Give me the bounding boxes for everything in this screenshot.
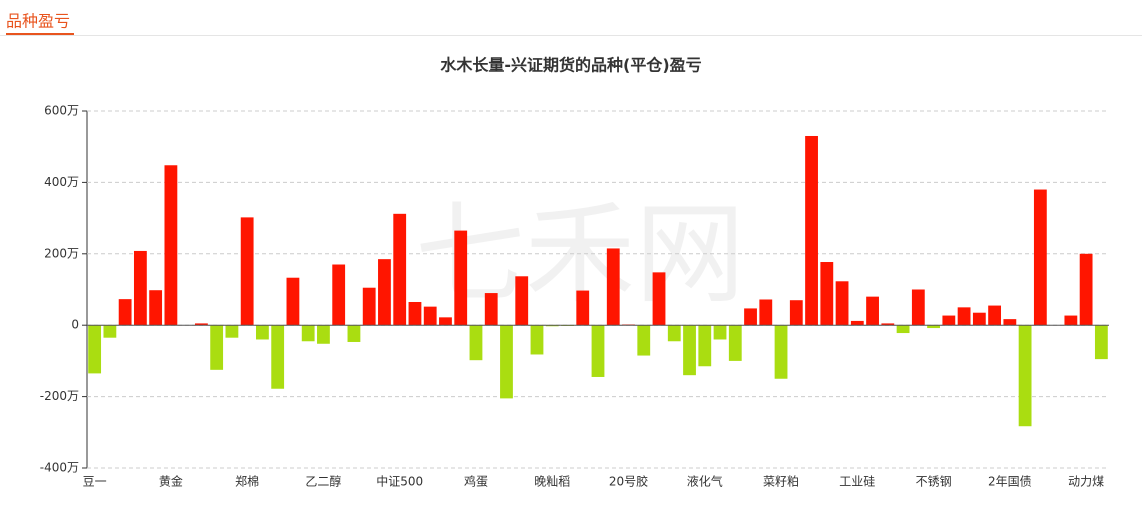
bar: [759, 299, 773, 326]
y-tick-label: 400万: [44, 175, 79, 189]
y-tick-label: 200万: [44, 246, 79, 260]
bar: [652, 272, 666, 326]
bar: [240, 217, 254, 326]
bar: [835, 281, 849, 326]
bar: [317, 325, 330, 344]
bar: [866, 296, 879, 326]
bar: [744, 308, 757, 326]
bar: [1003, 319, 1017, 326]
bar: [591, 325, 605, 377]
y-tick-label: 600万: [44, 104, 79, 118]
bar: [805, 135, 818, 326]
bar: [469, 325, 483, 361]
y-tick-label: 0: [71, 318, 79, 332]
x-tick-label: 20号胶: [609, 474, 648, 489]
bar: [454, 230, 468, 326]
bar: [378, 259, 391, 326]
x-tick-label: 工业硅: [839, 475, 875, 489]
bar: [1033, 189, 1047, 326]
bar: [194, 323, 208, 326]
bar: [133, 250, 147, 326]
bar: [683, 325, 696, 376]
bar: [301, 325, 315, 342]
bar: [256, 325, 269, 340]
bar: [500, 325, 513, 399]
bar: [1018, 325, 1032, 427]
x-tick-label: 郑棉: [235, 474, 259, 489]
x-tick-label: 晚籼稻: [534, 475, 570, 489]
bar: [408, 301, 422, 326]
bar: [957, 307, 971, 326]
bar: [1094, 325, 1108, 360]
x-tick-label: 不锈钢: [916, 475, 952, 489]
chart-title: 水木长量-兴证期货的品种(平仓)盈亏: [440, 56, 701, 75]
bar: [210, 325, 224, 370]
bar: [789, 300, 803, 326]
bar: [850, 320, 864, 326]
section-title[interactable]: 品种盈亏: [6, 12, 70, 31]
x-tick-label: 黄金: [159, 474, 183, 489]
bar: [988, 305, 1002, 326]
bar: [118, 299, 132, 326]
bar: [576, 290, 590, 326]
bar: [606, 248, 620, 326]
x-tick-label: 2年国债: [988, 475, 1032, 489]
bar: [286, 277, 300, 326]
bar: [881, 323, 895, 326]
x-tick-label: 动力煤: [1068, 475, 1104, 489]
bar: [439, 317, 452, 326]
bar: [515, 276, 529, 326]
bar: [942, 315, 956, 326]
bar: [225, 325, 239, 338]
x-tick-label: 鸡蛋: [464, 474, 488, 489]
bar: [423, 306, 437, 326]
bar: [347, 325, 361, 342]
bar: [88, 325, 102, 374]
y-tick-label: -400万: [40, 461, 79, 475]
bar: [713, 325, 727, 340]
y-tick-label: -200万: [40, 389, 79, 403]
x-tick-label: 乙二醇: [305, 474, 341, 489]
bar: [164, 165, 178, 326]
bar: [332, 264, 346, 326]
bar: [362, 287, 376, 326]
bar: [393, 213, 407, 326]
bar: [774, 325, 788, 379]
bar: [911, 289, 925, 326]
bar: [820, 262, 834, 326]
bar: [896, 325, 910, 334]
bar: [637, 325, 651, 356]
bar: [667, 325, 681, 342]
bar: [149, 290, 163, 326]
bar: [484, 293, 498, 326]
x-tick-label: 豆一: [83, 475, 107, 489]
bar: [545, 325, 559, 327]
bar: [1064, 315, 1078, 326]
bar: [972, 312, 986, 326]
bar: [271, 325, 285, 389]
bar: [530, 325, 544, 355]
bar: [927, 325, 940, 329]
x-tick-label: 菜籽粕: [763, 474, 799, 489]
bar: [1079, 253, 1093, 326]
bar: [728, 325, 742, 361]
x-tick-label: 液化气: [687, 474, 723, 489]
x-tick-label: 中证500: [376, 474, 423, 489]
bar: [103, 325, 117, 338]
bar: [698, 325, 712, 367]
